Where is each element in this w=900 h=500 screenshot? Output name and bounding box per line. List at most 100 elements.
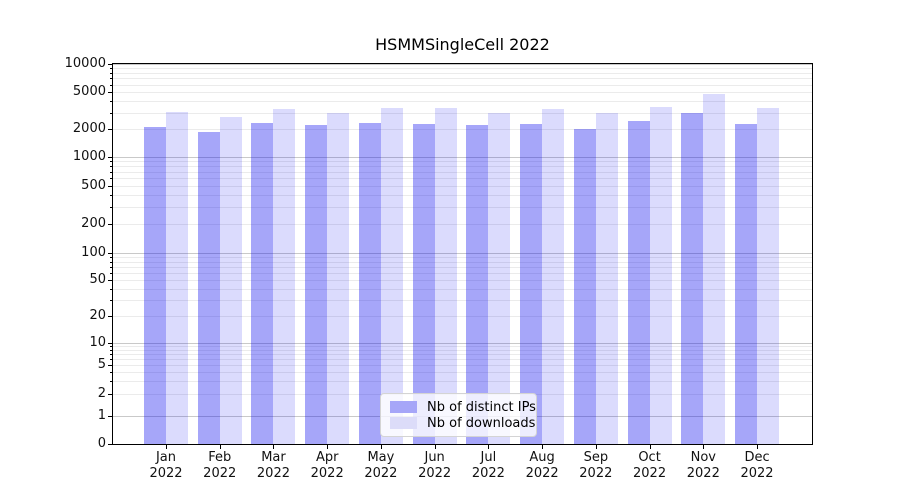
bar-distinct-ips-feb [197, 132, 220, 444]
legend-label-downloads: Nb of downloads [427, 415, 536, 431]
y-tick-label: 50 [89, 272, 106, 288]
gridline [113, 353, 812, 355]
y-tick-mark [108, 156, 112, 158]
y-minor-tick-mark [110, 112, 112, 114]
bar-distinct-ips-aug [520, 124, 543, 444]
gridline [113, 72, 812, 74]
bar-distinct-ips-mar [251, 123, 274, 444]
y-tick-label: 5 [97, 356, 106, 372]
x-tick-mark [380, 445, 382, 449]
gridline [113, 77, 812, 79]
y-minor-tick-mark [110, 354, 112, 356]
x-tick-label-jul: Jul 2022 [471, 450, 505, 481]
y-tick-mark [108, 224, 112, 226]
y-tick-label: 100 [81, 245, 106, 260]
x-tick-mark [273, 445, 275, 449]
legend-item-distinct-ips: Nb of distinct IPs [390, 399, 536, 415]
x-tick-label-nov: Nov 2022 [686, 450, 720, 481]
bar-distinct-ips-oct [627, 120, 650, 444]
y-minor-tick-mark [110, 257, 112, 259]
bar-downloads-apr [327, 113, 350, 444]
x-tick-label-apr: Apr 2022 [310, 450, 344, 481]
y-tick-label: 1 [97, 407, 106, 423]
bar-distinct-ips-jun [412, 124, 435, 444]
x-tick-mark [166, 445, 167, 449]
gridline [113, 67, 812, 69]
x-tick-label-may: May 2022 [364, 450, 398, 481]
y-minor-tick-mark [110, 300, 112, 302]
bar-downloads-jan [166, 111, 188, 444]
gridline [113, 177, 812, 179]
y-minor-tick-mark [110, 73, 112, 74]
y-tick-label: 2 [97, 386, 106, 402]
bar-distinct-ips-dec [735, 124, 758, 444]
gridline [113, 315, 812, 317]
y-minor-tick-mark [110, 266, 112, 268]
y-tick-mark [108, 364, 112, 366]
y-minor-tick-mark [110, 161, 112, 163]
bar-downloads-may [380, 108, 403, 444]
bar-downloads-nov [703, 94, 726, 444]
x-tick-label-feb: Feb 2022 [203, 450, 237, 481]
y-tick-mark [108, 342, 112, 344]
y-tick-mark [108, 253, 112, 254]
gridline [113, 63, 812, 65]
x-tick-label-oct: Oct 2022 [633, 450, 667, 481]
y-minor-tick-mark [110, 381, 112, 383]
y-minor-tick-mark [110, 350, 112, 352]
gridline [113, 349, 812, 351]
y-minor-tick-mark [110, 178, 112, 180]
y-tick-label: 200 [81, 216, 106, 232]
y-minor-tick-mark [110, 272, 112, 274]
gridline [113, 171, 812, 173]
y-tick-label: 1000 [72, 148, 106, 164]
y-tick-mark [108, 280, 112, 282]
gridline [113, 279, 812, 281]
gridline [113, 371, 812, 373]
bar-downloads-dec [757, 108, 780, 444]
bar-distinct-ips-nov [681, 112, 704, 444]
gridline [113, 100, 812, 102]
gridline [113, 112, 812, 114]
y-tick-label: 10 [89, 334, 106, 350]
y-minor-tick-mark [110, 78, 112, 80]
legend: Nb of distinct IPs Nb of downloads [380, 393, 537, 437]
gridline [113, 288, 812, 290]
plot-area [112, 63, 813, 445]
x-tick-mark [434, 445, 436, 449]
gridline [113, 160, 812, 162]
x-tick-mark [757, 445, 759, 449]
y-minor-tick-mark [110, 346, 112, 348]
bar-distinct-ips-sep [573, 128, 596, 444]
gridline [113, 266, 812, 268]
bar-distinct-ips-may [358, 123, 381, 444]
x-tick-mark [595, 445, 597, 449]
y-tick-mark [108, 444, 112, 445]
y-tick-mark [108, 394, 112, 396]
gridline [113, 345, 812, 347]
x-tick-label-mar: Mar 2022 [256, 450, 290, 481]
y-minor-tick-mark [110, 166, 112, 168]
legend-swatch-downloads [390, 417, 417, 429]
gridline [113, 128, 812, 130]
gridline [113, 256, 812, 258]
gridline [113, 342, 812, 344]
y-minor-tick-mark [110, 359, 112, 361]
gridline [113, 261, 812, 263]
gridline [113, 364, 812, 366]
x-tick-mark [542, 445, 544, 449]
y-tick-label: 10000 [64, 56, 106, 71]
bar-downloads-mar [273, 108, 296, 444]
y-minor-tick-mark [110, 288, 112, 290]
y-minor-tick-mark [110, 207, 112, 209]
y-minor-tick-mark [110, 84, 112, 86]
y-tick-mark [108, 315, 112, 317]
bar-downloads-oct [649, 106, 672, 444]
bar-downloads-feb [219, 116, 242, 444]
x-tick-mark [488, 445, 490, 449]
legend-item-downloads: Nb of downloads [390, 415, 535, 431]
gridline [113, 358, 812, 360]
y-tick-label: 5000 [72, 83, 106, 99]
y-minor-tick-mark [110, 171, 112, 173]
